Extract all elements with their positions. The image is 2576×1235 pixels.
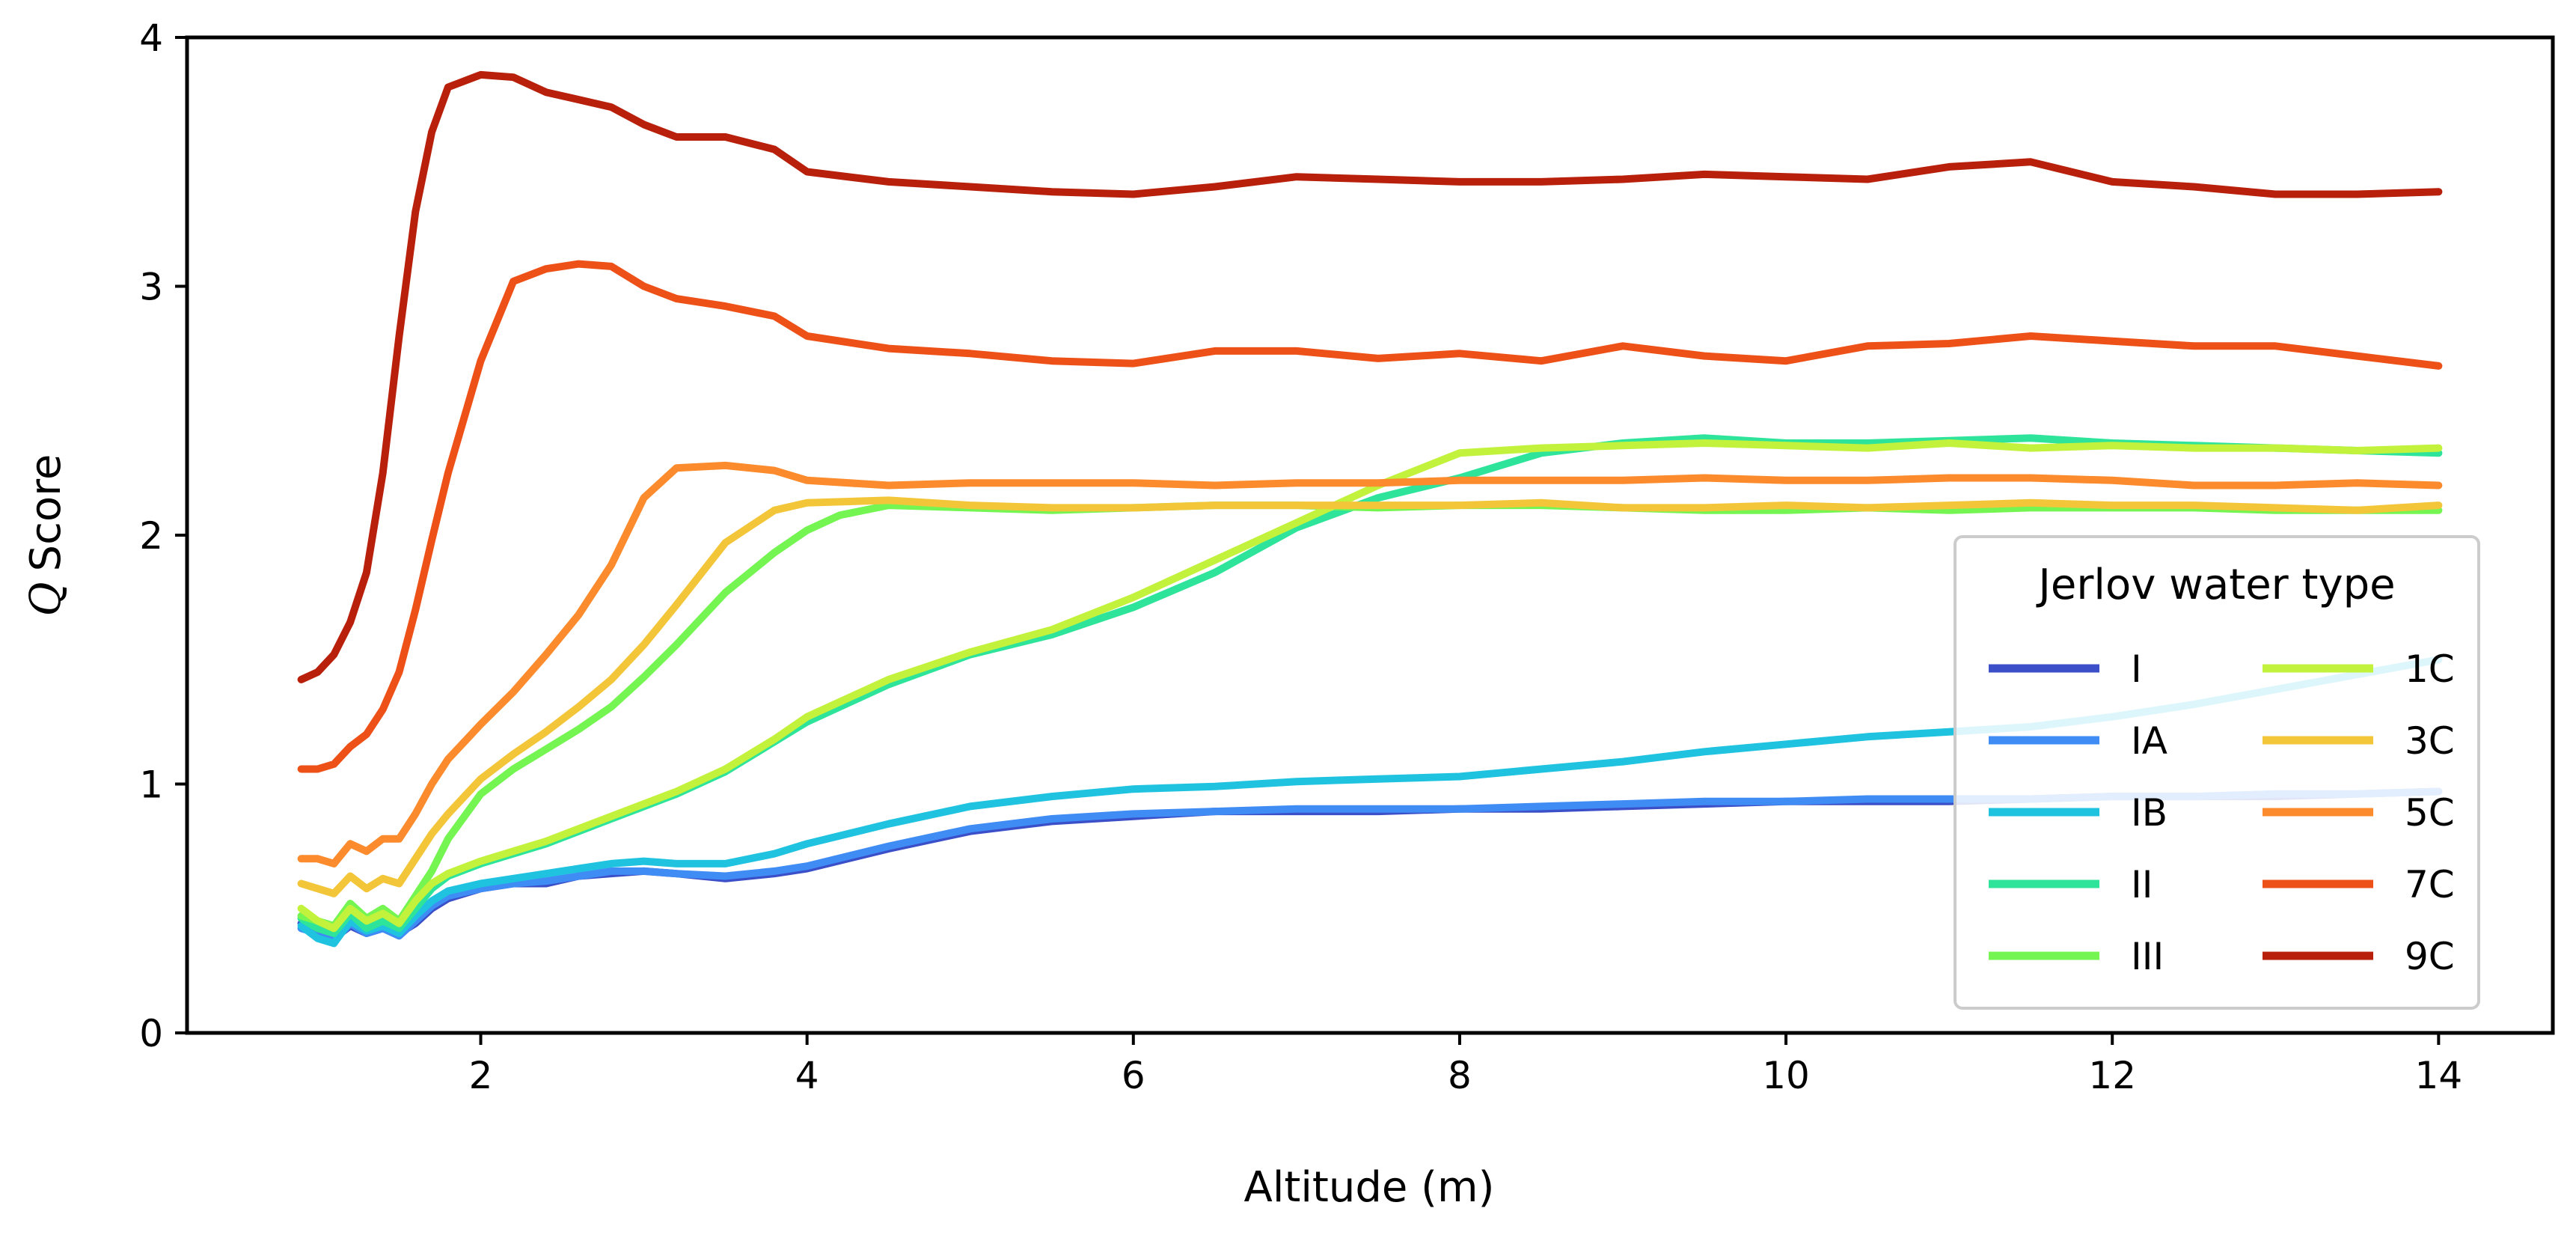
y-tick-label: 0: [139, 1012, 163, 1055]
x-tick-label: 12: [2088, 1054, 2136, 1097]
legend-label-3c: 3C: [2405, 719, 2455, 763]
series-layer: [297, 70, 2443, 948]
x-tick-label: 14: [2415, 1054, 2463, 1097]
series-line-9c: [297, 70, 2443, 683]
y-tick-label: 2: [139, 514, 163, 558]
legend-box: [1954, 535, 2480, 1010]
x-tick-label: 10: [1762, 1054, 1810, 1097]
legend-label-7c: 7C: [2405, 863, 2455, 906]
series-line-3c: [297, 496, 2443, 897]
x-tick-label: 2: [469, 1054, 493, 1097]
legend-label-iii: III: [2131, 935, 2164, 978]
legend-label-ia: IA: [2131, 719, 2167, 763]
x-axis: 2 4 6 8 10 12 14: [469, 1033, 2463, 1097]
y-axis-symbol: Q: [22, 582, 70, 616]
series-line-1c: [297, 439, 2443, 933]
x-axis-label: Altitude (m): [1244, 1163, 1495, 1212]
legend-label-9c: 9C: [2405, 935, 2455, 978]
legend-title: Jerlov water type: [2036, 561, 2395, 609]
legend-label-i: I: [2131, 647, 2142, 691]
x-tick-label: 6: [1122, 1054, 1145, 1097]
x-tick-label: 4: [795, 1054, 819, 1097]
y-axis: 0 1 2 3 4: [139, 16, 187, 1055]
series-line-7c: [297, 260, 2443, 773]
series-line-ib: [297, 656, 2443, 948]
y-tick-label: 1: [139, 763, 163, 807]
legend-label-1c: 1C: [2405, 647, 2455, 691]
y-tick-label: 3: [139, 266, 163, 309]
legend-label-5c: 5C: [2405, 791, 2455, 835]
y-tick-label: 4: [139, 16, 163, 60]
series-line-5c: [297, 461, 2443, 867]
x-tick-label: 8: [1448, 1054, 1472, 1097]
legend-label-ib: IB: [2131, 791, 2167, 835]
legend-label-ii: II: [2131, 863, 2153, 906]
y-axis-label: QScore: [22, 454, 70, 617]
